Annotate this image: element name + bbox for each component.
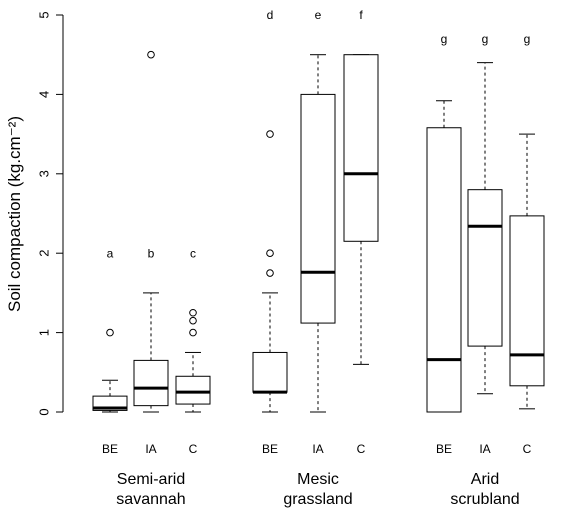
group-label-line: Mesic [297, 471, 339, 488]
box-2: c [175, 246, 211, 413]
group-label-line: scrubland [450, 491, 519, 508]
box-body [300, 93, 336, 324]
group-label-line: Arid [471, 471, 499, 488]
significance-letter: g [441, 32, 448, 46]
group-label-line: savannah [116, 491, 185, 508]
y-tick-label: 0 [37, 408, 52, 415]
x-tick-label: IA [479, 442, 490, 456]
outlier-point [266, 130, 274, 138]
y-ticks: 0 1 2 3 4 5 [37, 11, 63, 416]
x-tick-label: C [189, 442, 198, 456]
box-body [509, 215, 545, 387]
group-label-line: grassland [283, 491, 352, 508]
box-body [343, 54, 379, 242]
box-body [252, 351, 288, 393]
group-labels: Semi-arid savannah Mesic grassland Arid scrub… [116, 471, 519, 508]
x-tick-label: C [523, 442, 532, 456]
significance-letter: a [107, 246, 114, 260]
y-tick-label: 1 [37, 329, 52, 336]
outlier-point [106, 328, 114, 337]
outlier-point [189, 328, 197, 337]
significance-letter: d [267, 8, 274, 22]
y-tick-label: 2 [37, 250, 52, 257]
y-tick-label: 5 [37, 11, 52, 18]
y-tick-label: 3 [37, 170, 52, 177]
outlier-point [189, 316, 197, 325]
box-body [133, 359, 169, 407]
outlier-point [189, 308, 197, 317]
outlier-point [266, 249, 274, 257]
x-tick-labels: BE IA C BE IA C BE IA C [102, 442, 532, 456]
box-body [467, 189, 503, 347]
outlier-point [147, 50, 155, 59]
box-7: g [467, 32, 503, 395]
outlier-point [266, 269, 274, 277]
significance-letter: g [482, 32, 489, 46]
y-axis: 0 1 2 3 4 5 [37, 11, 64, 416]
box-5: f [343, 8, 379, 365]
x-tick-label: BE [102, 442, 118, 456]
x-tick-label: BE [436, 442, 452, 456]
box-1: b [133, 50, 169, 413]
box-body [426, 127, 462, 413]
significance-letter: g [524, 32, 531, 46]
group-label-line: Semi-arid [117, 471, 185, 488]
y-tick-label: 4 [37, 91, 52, 98]
x-tick-label: BE [262, 442, 278, 456]
box-6: g [426, 32, 462, 413]
box-8: g [509, 32, 545, 410]
significance-letter: c [190, 246, 196, 260]
box-0: a [92, 246, 128, 413]
x-tick-label: C [357, 442, 366, 456]
significance-letter: f [359, 8, 363, 22]
box-4: e [300, 8, 336, 413]
boxes: a b c d e f g g g [92, 8, 545, 413]
y-axis-label: Soil compaction (kg.cm⁻²) [5, 116, 24, 312]
box-3: d [252, 8, 288, 413]
x-tick-label: IA [312, 442, 323, 456]
box-body [175, 375, 211, 405]
significance-letter: b [148, 246, 155, 260]
significance-letter: e [315, 8, 322, 22]
x-tick-label: IA [145, 442, 156, 456]
